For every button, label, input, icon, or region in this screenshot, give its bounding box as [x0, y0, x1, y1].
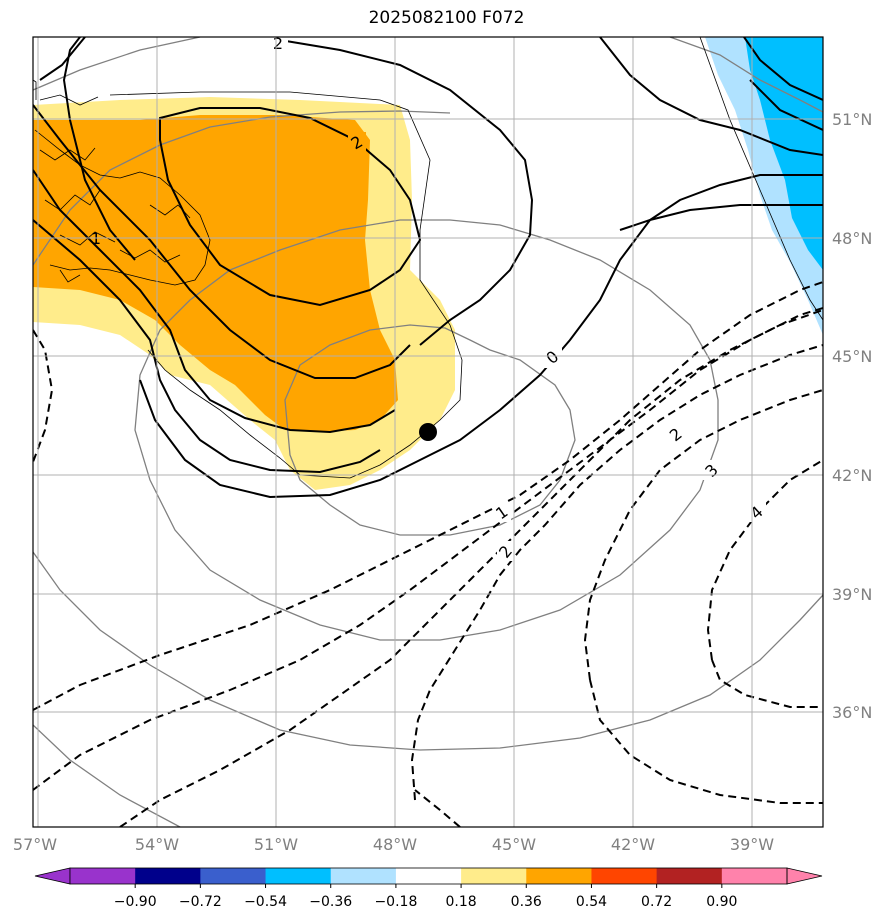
- colorbar-cell: [200, 868, 267, 884]
- lon-tick-labels: 57°W 54°W 51°W 48°W 45°W 42°W 39°W: [13, 835, 774, 854]
- lon-tick-label: 48°W: [373, 835, 417, 854]
- colorbar-extend-low: [34, 867, 71, 885]
- colorbar-tick-label: −0.54: [244, 894, 287, 910]
- colorbar-tick-label: −0.90: [114, 894, 157, 910]
- lon-tick-label: 42°W: [611, 835, 655, 854]
- lon-tick-label: 39°W: [730, 835, 774, 854]
- colorbar: −0.90 −0.72 −0.54 −0.36 −0.18 0.18 0.36 0.54 0.7…: [34, 867, 823, 910]
- dashed-contours: [33, 281, 823, 827]
- colorbar-tick-label: −0.18: [374, 894, 417, 910]
- colorbar-cell: [70, 868, 136, 884]
- lat-tick-label: 42°N: [832, 466, 872, 485]
- lat-tick-label: 39°N: [832, 585, 872, 604]
- lat-tick-label: 51°N: [832, 110, 872, 129]
- map-frame: [32, 36, 824, 828]
- colorbar-extend-high: [786, 867, 823, 885]
- colorbar-cell: [330, 868, 397, 884]
- colorbar-cell: [395, 868, 462, 884]
- shading-orange: [33, 115, 398, 432]
- colorbar-cell: [721, 868, 788, 884]
- lon-tick-label: 57°W: [13, 835, 57, 854]
- colorbar-cell: [461, 868, 527, 884]
- storm-center-dot: [419, 423, 437, 441]
- map-plot-area: 2 2 1 0 1 2 2 3 4: [33, 34, 823, 827]
- colorbar-cell: [526, 868, 592, 884]
- colorbar-tick-label: 0.18: [446, 894, 477, 910]
- colorbar-tick-label: −0.72: [179, 894, 222, 910]
- colorbar-cell: [591, 868, 658, 884]
- colorbar-tick-label: 0.54: [576, 894, 607, 910]
- colorbar-cell: [135, 868, 201, 884]
- solid-contours: [33, 37, 823, 499]
- contour-label-2-top: 2: [273, 34, 283, 53]
- lon-tick-label: 51°W: [254, 835, 298, 854]
- lon-tick-label: 45°W: [492, 835, 536, 854]
- colorbar-tick-label: 0.72: [641, 894, 672, 910]
- colorbar-tick-label: −0.36: [309, 894, 352, 910]
- colorbar-tick-label: 0.90: [706, 894, 737, 910]
- map-title: 2025082100 F072: [368, 8, 525, 28]
- lat-tick-label: 48°N: [832, 229, 872, 248]
- lat-tick-labels: 51°N 48°N 45°N 42°N 39°N 36°N: [832, 110, 872, 722]
- lat-tick-label: 36°N: [832, 703, 872, 722]
- colorbar-cell: [265, 868, 332, 884]
- lat-tick-label: 45°N: [832, 347, 872, 366]
- graticule: [33, 37, 823, 827]
- lon-tick-label: 54°W: [135, 835, 179, 854]
- colorbar-cell: [656, 868, 723, 884]
- colorbar-outline: [69, 867, 788, 885]
- gray-isolines: [33, 37, 823, 827]
- colorbar-tick-label: 0.36: [511, 894, 542, 910]
